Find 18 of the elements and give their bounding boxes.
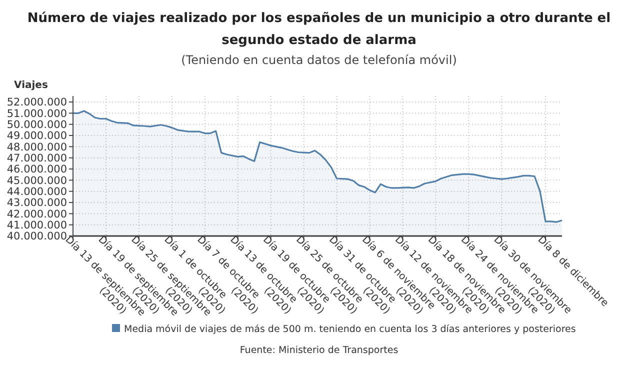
y-tick-label: 48.000.000 [6, 141, 67, 154]
y-tick-label: 46.000.000 [6, 164, 67, 176]
y-tick-label: 51.000.000 [6, 108, 67, 120]
y-tick-label: 41.000.000 [6, 220, 67, 232]
y-tick-label: 50.000.000 [6, 119, 67, 132]
y-tick-label: 43.000.000 [6, 197, 67, 210]
y-tick-label: 47.000.000 [6, 152, 67, 165]
y-tick-label: 52.000.000 [6, 96, 67, 109]
chart-title: Número de viajes realizado por los españoles de un municipio a otro durante el segundo estado de alarma [27, 11, 611, 48]
y-tick-label: 42.000.000 [6, 208, 67, 220]
source-note: Fuente: Ministerio de Transportes [240, 345, 398, 356]
y-axis-title: Viajes [14, 80, 48, 91]
y-tick-label: 44.000.000 [6, 186, 67, 198]
chart-subtitle: (Teniendo en cuenta datos de telefonía móvil) [181, 53, 457, 67]
y-tick-label: 40.000.000 [6, 230, 67, 243]
y-tick-label: 49.000.000 [6, 130, 67, 142]
y-tick-label: 45.000.000 [6, 174, 67, 187]
legend-label: Media móvil de viajes de más de 500 m. teniendo en cuenta los 3 días anteriores y posteriores [124, 324, 576, 335]
